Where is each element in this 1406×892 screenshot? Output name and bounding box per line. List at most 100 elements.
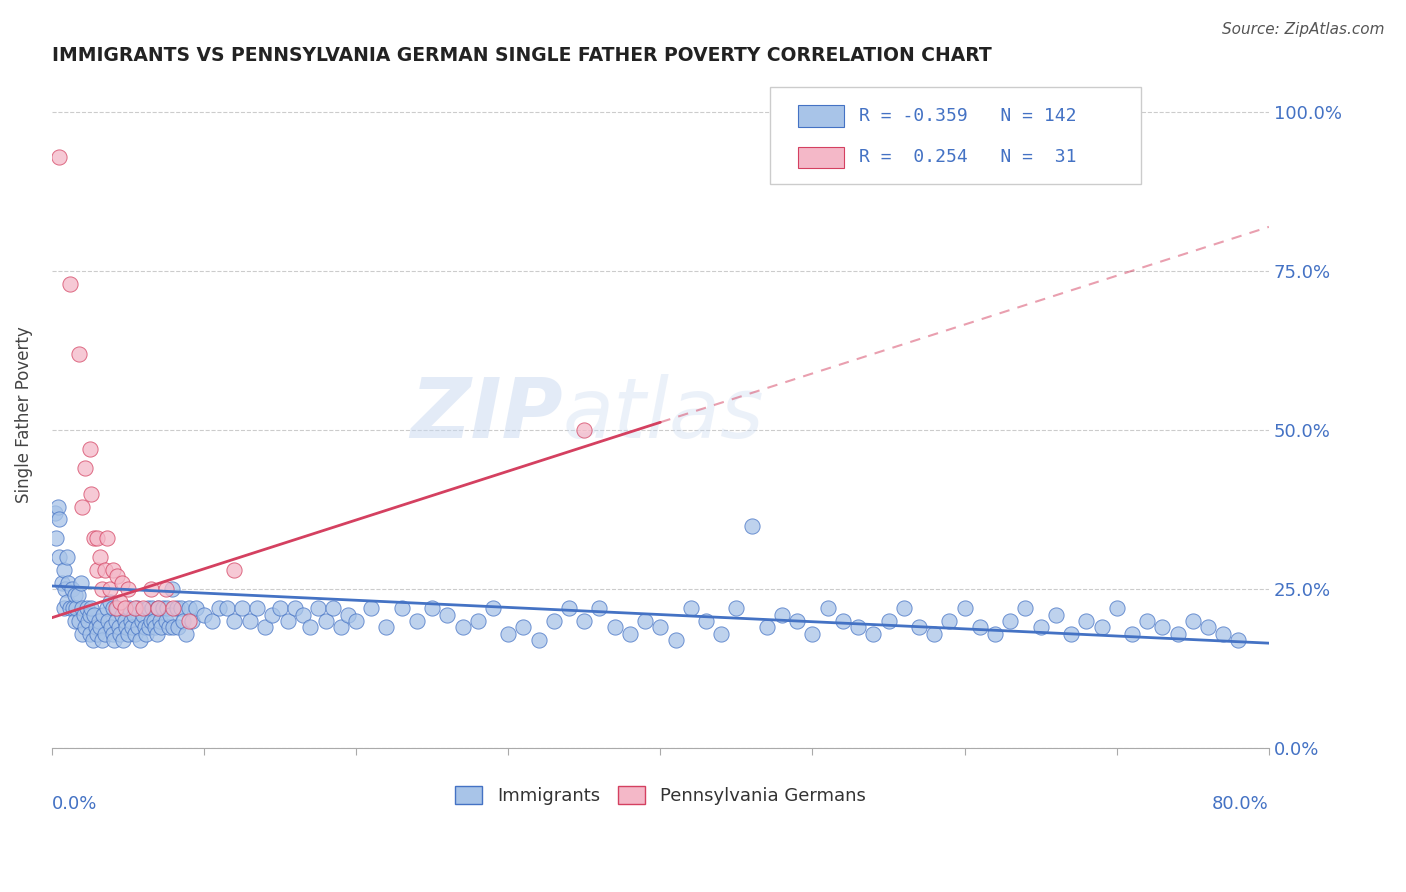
Point	[527, 632, 550, 647]
Point	[52, 563, 75, 577]
Point	[391, 601, 413, 615]
Point	[420, 601, 443, 615]
Point	[83, 531, 105, 545]
Point	[1105, 601, 1128, 615]
Point	[110, 595, 132, 609]
Point	[51, 575, 73, 590]
Point	[215, 601, 238, 615]
Point	[1090, 620, 1112, 634]
Point	[105, 601, 128, 615]
Point	[76, 601, 98, 615]
Point	[86, 531, 108, 545]
Point	[603, 620, 626, 634]
Point	[1227, 632, 1250, 647]
Point	[117, 626, 139, 640]
Point	[145, 626, 167, 640]
Point	[160, 582, 183, 596]
Point	[55, 582, 77, 596]
Point	[96, 601, 118, 615]
Point	[177, 614, 200, 628]
Point	[543, 614, 565, 628]
Point	[87, 614, 110, 628]
Point	[725, 601, 748, 615]
Point	[1212, 626, 1234, 640]
Point	[817, 601, 839, 615]
Point	[114, 614, 136, 628]
Point	[877, 614, 900, 628]
Point	[148, 601, 170, 615]
Point	[118, 601, 141, 615]
Point	[1000, 614, 1022, 628]
Point	[124, 626, 146, 640]
Point	[482, 601, 505, 615]
Point	[62, 601, 84, 615]
Point	[574, 614, 596, 628]
Text: Source: ZipAtlas.com: Source: ZipAtlas.com	[1222, 22, 1385, 37]
Point	[122, 607, 145, 622]
Text: 0.0%: 0.0%	[52, 795, 97, 813]
Point	[329, 620, 352, 634]
Point	[115, 620, 138, 634]
Point	[70, 500, 93, 514]
Point	[91, 582, 114, 596]
Point	[132, 601, 155, 615]
Y-axis label: Single Father Poverty: Single Father Poverty	[15, 326, 32, 503]
Point	[135, 626, 157, 640]
Point	[710, 626, 733, 640]
Point	[291, 607, 314, 622]
Point	[101, 626, 124, 640]
Point	[131, 614, 153, 628]
Point	[98, 595, 121, 609]
Point	[96, 531, 118, 545]
Point	[755, 620, 778, 634]
Point	[262, 607, 284, 622]
Point	[1152, 620, 1174, 634]
Point	[58, 575, 80, 590]
Point	[166, 601, 188, 615]
Point	[84, 620, 107, 634]
Point	[45, 531, 67, 545]
Point	[893, 601, 915, 615]
Point	[984, 626, 1007, 640]
Point	[284, 601, 307, 615]
Point	[46, 500, 69, 514]
Point	[862, 626, 884, 640]
Point	[107, 620, 129, 634]
Legend: Immigrants, Pennsylvania Germans: Immigrants, Pennsylvania Germans	[449, 779, 873, 813]
Point	[79, 442, 101, 457]
Point	[253, 620, 276, 634]
Point	[80, 487, 103, 501]
Point	[451, 620, 474, 634]
Point	[1045, 607, 1067, 622]
Point	[44, 506, 66, 520]
Point	[344, 614, 367, 628]
Text: ZIP: ZIP	[411, 374, 562, 455]
Point	[238, 614, 260, 628]
Point	[152, 601, 174, 615]
Point	[141, 601, 163, 615]
Point	[741, 518, 763, 533]
Point	[59, 277, 82, 291]
Point	[1029, 620, 1052, 634]
Point	[177, 601, 200, 615]
Point	[83, 607, 105, 622]
Point	[224, 614, 246, 628]
Point	[111, 607, 134, 622]
Point	[322, 601, 344, 615]
Point	[143, 620, 166, 634]
Point	[953, 601, 976, 615]
Point	[132, 607, 155, 622]
Point	[695, 614, 717, 628]
Point	[360, 601, 382, 615]
Point	[127, 620, 149, 634]
Point	[149, 614, 172, 628]
Point	[938, 614, 960, 628]
Point	[512, 620, 534, 634]
Point	[105, 569, 128, 583]
Point	[48, 150, 70, 164]
Point	[114, 601, 136, 615]
Point	[193, 607, 215, 622]
Point	[1136, 614, 1159, 628]
Point	[120, 614, 142, 628]
Point	[104, 601, 127, 615]
